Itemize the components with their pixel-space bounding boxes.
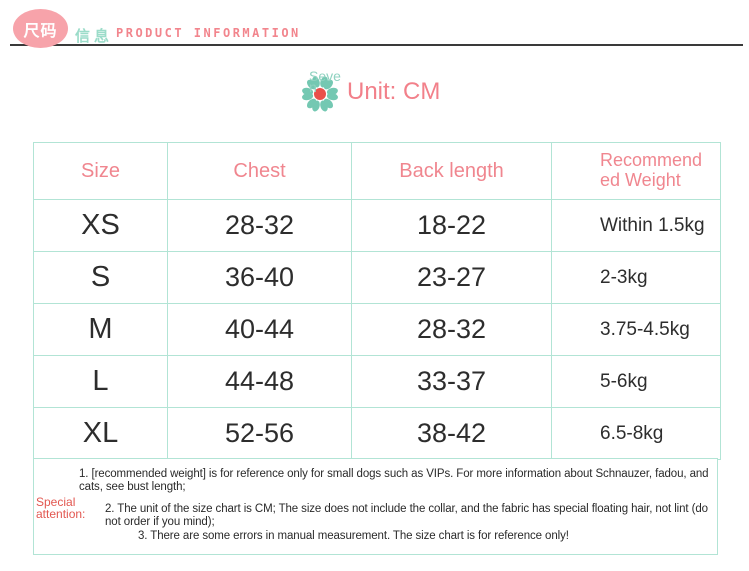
chest-cell: 40-44	[167, 303, 352, 356]
size-cell: XL	[33, 407, 168, 460]
weight-cell: Within 1.5kg	[551, 199, 721, 252]
back-length-cell: 28-32	[351, 303, 552, 356]
back-length-cell: 18-22	[351, 199, 552, 252]
column-header-back-length: Back length	[351, 142, 552, 200]
unit-title: Unit: CM	[347, 78, 441, 105]
weight-cell: 3.75-4.5kg	[551, 303, 721, 356]
size-badge-label: 尺码	[23, 22, 58, 40]
column-header-weight-label: Recommended Weight	[600, 150, 703, 190]
info-label-cn: 信息	[75, 28, 114, 45]
back-length-cell: 38-42	[351, 407, 552, 460]
table-row-xl: XL 52-56 38-42 6.5-8kg	[33, 407, 721, 460]
header-row: Size Chest Back length Recommended Weigh…	[33, 142, 721, 200]
brand-watermark: Seven	[309, 68, 341, 95]
table-row-s: S 36-40 23-27 2-3kg	[33, 251, 721, 304]
table-row-xs: XS 28-32 18-22 Within 1.5kg	[33, 199, 721, 252]
weight-cell: 5-6kg	[551, 355, 721, 408]
column-header-weight: Recommended Weight	[551, 142, 721, 200]
chest-cell: 52-56	[167, 407, 352, 460]
size-cell: XS	[33, 199, 168, 252]
header-divider	[10, 44, 743, 46]
chest-cell: 36-40	[167, 251, 352, 304]
special-attention-label: Special attention:	[36, 495, 86, 521]
flower-icon	[302, 76, 338, 112]
table-row-l: L 44-48 33-37 5-6kg	[33, 355, 721, 408]
table-row-m: M 40-44 28-32 3.75-4.5kg	[33, 303, 721, 356]
size-badge: 尺码	[13, 9, 68, 48]
back-length-cell: 23-27	[351, 251, 552, 304]
chest-cell: 44-48	[167, 355, 352, 408]
weight-cell: 2-3kg	[551, 251, 721, 304]
weight-cell: 6.5-8kg	[551, 407, 721, 460]
column-header-chest: Chest	[167, 142, 352, 200]
note-item-3: 3. There are some errors in manual measu…	[138, 530, 569, 542]
back-length-cell: 33-37	[351, 355, 552, 408]
column-header-size: Size	[33, 142, 168, 200]
note-item-2: 2. The unit of the size chart is CM; The…	[105, 503, 708, 528]
product-information-title: PRODUCT INFORMATION	[116, 26, 301, 40]
size-cell: L	[33, 355, 168, 408]
size-chart-table: Size Chest Back length Recommended Weigh…	[33, 142, 721, 460]
size-cell: M	[33, 303, 168, 356]
size-cell: S	[33, 251, 168, 304]
chest-cell: 28-32	[167, 199, 352, 252]
notes-box: Special attention: 1. [recommended weigh…	[33, 458, 718, 555]
note-item-1: 1. [recommended weight] is for reference…	[79, 468, 709, 493]
